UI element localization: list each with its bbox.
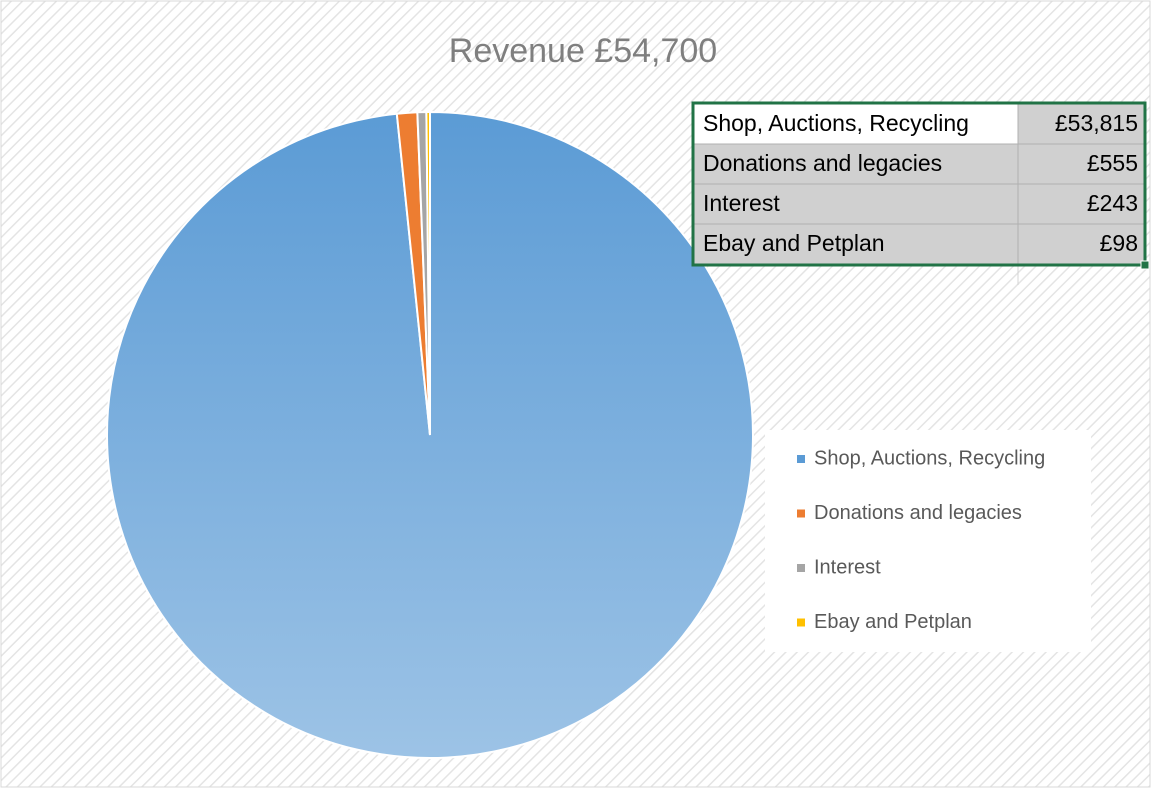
table-value: £98 — [1100, 230, 1138, 256]
legend-marker — [797, 509, 805, 518]
table-cell — [693, 143, 1019, 185]
selection-border — [691, 101, 1147, 267]
legend-box — [765, 430, 1091, 652]
table-label: Ebay and Petplan — [703, 230, 885, 256]
table-label: Shop, Auctions, Recycling — [703, 110, 969, 136]
table-cell — [1017, 223, 1145, 265]
chart-title: Revenue £54,700 — [449, 32, 717, 70]
table-label: Donations and legacies — [703, 150, 942, 176]
legend-marker — [797, 618, 805, 627]
table-value: £243 — [1087, 190, 1138, 216]
selection-handle — [1140, 260, 1150, 270]
pie-slice — [425, 110, 431, 436]
table-cell — [1017, 183, 1145, 225]
table-cell — [1017, 103, 1145, 145]
table-cell — [693, 223, 1019, 265]
legend-marker — [797, 564, 805, 572]
table-value: £53,815 — [1055, 110, 1138, 136]
table-value: £555 — [1087, 150, 1138, 176]
legend-label: Shop, Auctions, Recycling — [814, 447, 1045, 469]
legend-label: Donations and legacies — [814, 502, 1022, 524]
legend-label: Ebay and Petplan — [814, 611, 972, 633]
legend-label: Interest — [814, 556, 881, 578]
table-label: Interest — [703, 190, 780, 216]
legend-marker — [797, 455, 805, 463]
